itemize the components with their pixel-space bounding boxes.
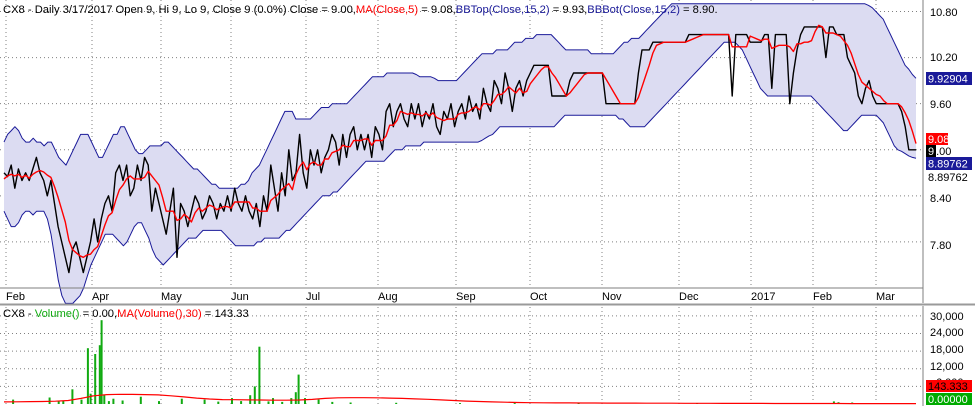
volume-ma-line — [3, 393, 916, 405]
volume-legend-volume-label: Volume() — [35, 308, 80, 320]
ma-close-line — [3, 24, 917, 258]
volume-legend: CX8 - Volume() = 0.00,MA(Volume(),30) = … — [3, 308, 249, 320]
bbbot-plain-label: 8.89762 — [928, 172, 968, 184]
volume-bar — [112, 398, 115, 404]
volume-bar — [832, 401, 835, 404]
volume-tag: 0.00000 — [928, 394, 968, 406]
volume-bar — [94, 354, 97, 404]
volume-bar — [272, 398, 274, 404]
close-price-line — [3, 26, 916, 274]
price-tick-label: 8.40 — [930, 193, 951, 205]
x-axis-label: Oct — [530, 291, 547, 303]
bbtop-tag: 9.92904 — [928, 74, 968, 86]
price-tick-label: 10.80 — [930, 7, 958, 19]
volume-tick-label: 18,000 — [930, 344, 964, 356]
price-tick-label: 10.20 — [930, 52, 958, 64]
bollinger-band-layer — [4, 3, 916, 304]
price-legend-part: CX8 - Daily 3/17/2017 Open 9, Hi 9, Lo 9… — [3, 4, 356, 16]
volume-bar — [513, 403, 516, 404]
volume-bar — [98, 345, 101, 404]
x-axis-label: Nov — [602, 291, 622, 303]
bbtop-line — [3, 3, 917, 189]
volume-bar — [258, 346, 261, 404]
text-layer: CX8 - Daily 3/17/2017 Open 9, Hi 9, Lo 9… — [3, 4, 972, 406]
price-tick-label: 9.60 — [930, 99, 951, 111]
volume-bar — [62, 400, 65, 404]
volume-bar — [253, 386, 256, 404]
x-axis-label: May — [161, 291, 182, 303]
close-tag: 9 — [928, 146, 934, 158]
volume-bar — [139, 396, 142, 404]
price-legend: CX8 - Daily 3/17/2017 Open 9, Hi 9, Lo 9… — [3, 4, 718, 16]
x-axis-label: Jul — [306, 291, 320, 303]
price-legend-part: = 9.93, — [550, 4, 588, 16]
price-legend-part: = 9.08, — [418, 4, 456, 16]
bbtop-tag-bg — [926, 72, 972, 85]
volume-bar — [281, 401, 284, 404]
ma-tag-bg — [926, 133, 948, 145]
volume-bar — [304, 398, 306, 404]
volume-bar — [103, 395, 106, 404]
volume-bar — [57, 401, 60, 404]
volume-bar — [231, 398, 233, 404]
volume-bar — [331, 401, 334, 404]
x-axis-label: Sep — [456, 291, 476, 303]
volume-bar — [217, 401, 220, 404]
volume-tick-label: 12,000 — [930, 361, 964, 373]
volume-legend-part: CX8 - — [3, 308, 35, 320]
volume-bar — [294, 392, 297, 404]
volume-bar — [121, 400, 124, 404]
volume-bar — [267, 401, 270, 404]
x-axis-label: 2017 — [751, 291, 775, 303]
price-legend-bbtop-label: BBTop(Close,15,2) — [456, 4, 550, 16]
volume-tick-label: 24,000 — [930, 327, 964, 339]
x-axis-label: Jun — [231, 291, 249, 303]
x-axis-label: Feb — [813, 291, 832, 303]
volume-bar — [240, 401, 243, 404]
volume-tag-bg — [926, 393, 972, 405]
volume-bar — [459, 403, 461, 404]
price-legend-bbbot-label: BBBot(Close,15,2) — [587, 4, 680, 16]
volume-legend-ma-label: MA(Volume(),30) — [117, 308, 202, 320]
volume-bar — [86, 348, 89, 404]
volume-bar — [349, 402, 352, 404]
volume-bar — [203, 399, 206, 404]
close-tag-bg — [926, 145, 936, 157]
ma-tag: 9.08 — [928, 134, 949, 146]
grid-layer — [0, 0, 923, 404]
volume-legend-part: = 0.00, — [80, 308, 118, 320]
volume-ma-tag: 143.333 — [928, 381, 968, 393]
x-axis-label: Mar — [876, 291, 895, 303]
bbbot-tag-bg — [926, 157, 972, 170]
volume-bar — [317, 399, 320, 404]
volume-bar — [297, 374, 300, 404]
volume-bar — [395, 402, 398, 404]
bollinger-band-fill — [4, 3, 916, 304]
volume-legend-part: = 143.33 — [202, 308, 249, 320]
bbbot-line — [3, 41, 917, 304]
volume-tick-label: 30,000 — [930, 311, 964, 323]
price-tick-label: 7.80 — [930, 240, 951, 252]
x-axis-label: Feb — [6, 291, 25, 303]
price-legend-ma-label: MA(Close,5) — [356, 4, 418, 16]
x-axis-label: Dec — [679, 291, 699, 303]
volume-layer — [3, 320, 916, 405]
price-legend-part: = 8.90. — [680, 4, 718, 16]
series-layer — [3, 3, 917, 304]
volume-bar — [89, 393, 92, 404]
volume-bar — [71, 389, 74, 404]
volume-bar — [180, 398, 183, 404]
volume-bar — [290, 398, 293, 404]
x-axis-label: Aug — [378, 291, 398, 303]
volume-bar — [158, 401, 160, 404]
x-axis-label: Apr — [92, 291, 109, 303]
volume-bar — [107, 401, 110, 404]
volume-ma-tag-bg — [926, 380, 972, 392]
volume-bar — [100, 320, 103, 404]
bbbot-tag: 8.89762 — [928, 159, 968, 171]
volume-bar — [80, 399, 83, 404]
